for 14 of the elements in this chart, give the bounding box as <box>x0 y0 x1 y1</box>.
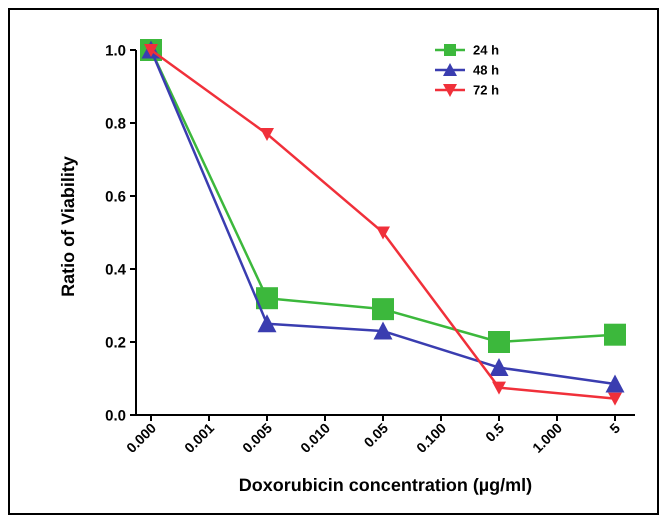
y-tick-label: 0.8 <box>105 115 126 132</box>
x-tick-label: 0.5 <box>482 420 508 445</box>
legend-label: 24 h <box>473 42 500 58</box>
y-tick-label: 0.6 <box>105 188 126 206</box>
x-axis-title: Doxorubicin concentration (µg/ml) <box>238 475 532 495</box>
y-tick-label: 1.0 <box>105 42 126 60</box>
y-tick-label: 0.4 <box>105 261 127 278</box>
legend-label: 72 h <box>473 82 500 98</box>
y-axis-title: Ratio of Viability <box>58 156 78 297</box>
x-tick-label: 5 <box>606 420 624 437</box>
y-tick-label: 0.0 <box>105 407 126 424</box>
y-tick-label: 0.2 <box>105 334 126 352</box>
x-tick-label: 0.05 <box>360 420 392 450</box>
legend-label: 48 h <box>473 62 500 78</box>
